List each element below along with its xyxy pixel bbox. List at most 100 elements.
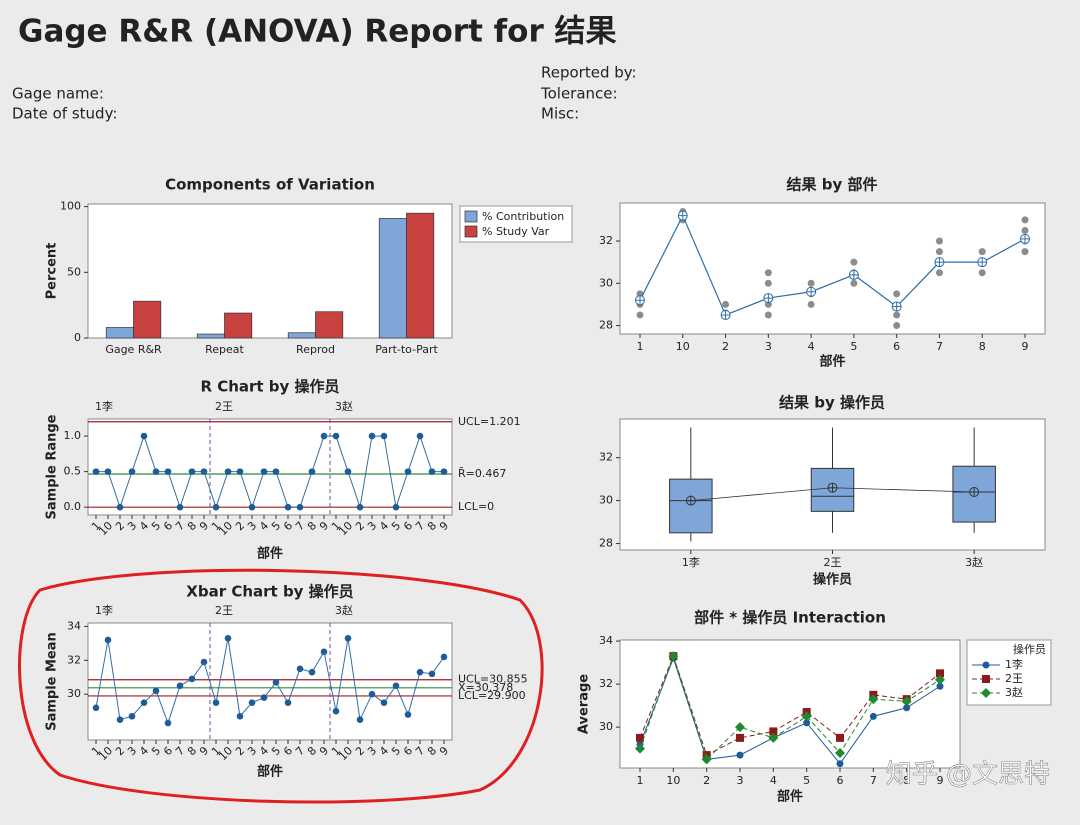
point (176, 682, 184, 690)
point (104, 468, 112, 475)
field: Tolerance: (540, 85, 618, 103)
point (368, 690, 376, 698)
bar (196, 333, 225, 339)
limit-label: UCL=1.201 (458, 415, 521, 428)
point (356, 503, 364, 511)
mean-cross (721, 310, 731, 320)
point (416, 668, 424, 676)
x-tick-label: 3 (737, 774, 744, 787)
highlight-ellipse (18, 568, 544, 804)
observation (1021, 226, 1029, 234)
field: Gage name: (12, 85, 104, 103)
plot-area (87, 622, 453, 741)
point (380, 699, 388, 706)
point (164, 468, 172, 475)
point (236, 712, 244, 720)
x-tick-label: 9 (937, 774, 944, 787)
point (224, 468, 232, 475)
x-tick-label: 10 (666, 774, 680, 787)
mean-cross (892, 302, 902, 312)
series-line (639, 654, 941, 761)
group-label: 1李 (95, 603, 113, 617)
x-axis-label: 操作员 (813, 572, 852, 588)
x-tick-label: Reprod (296, 343, 335, 356)
observation (850, 279, 858, 287)
series-line (96, 434, 204, 509)
legend-swatch (464, 225, 478, 238)
x-tick-label: 10 (676, 340, 690, 353)
mean-line (639, 214, 1026, 316)
series-line (215, 638, 325, 718)
point (392, 503, 400, 511)
group-label: 3赵 (335, 399, 353, 413)
legend (966, 639, 1052, 706)
x-tick-label: 3 (765, 340, 772, 353)
y-axis-label: Sample Range (45, 414, 60, 519)
y-tick-label: 100 (60, 200, 81, 213)
point (736, 733, 744, 742)
point (152, 468, 160, 475)
x-tick-label: 5 (803, 774, 810, 787)
series-line (335, 434, 444, 508)
point (735, 722, 745, 733)
connector (203, 471, 217, 508)
x-axis-label: 部件 (257, 764, 283, 780)
y-tick-label: 34 (599, 634, 613, 647)
point (188, 468, 196, 475)
y-axis-label: Average (577, 674, 592, 734)
point (935, 674, 945, 685)
limit-label: LCL=29.900 (458, 689, 526, 702)
point (936, 669, 944, 678)
chart-title: R Chart by 操作员 (200, 378, 339, 396)
mean-cross (635, 295, 645, 305)
legend-swatch (464, 210, 478, 223)
bar (105, 327, 134, 339)
point (140, 432, 148, 440)
box (669, 478, 713, 534)
field: Misc: (541, 105, 579, 123)
y-tick-label: 0.5 (64, 465, 82, 478)
point (296, 503, 304, 511)
bar (315, 311, 344, 339)
point (104, 636, 112, 644)
observation (636, 311, 644, 319)
point (188, 675, 196, 683)
observation (1021, 216, 1029, 224)
point (284, 503, 292, 511)
point (635, 743, 645, 754)
point (176, 503, 184, 511)
report-title: Gage R&R (ANOVA) Report for 结果 (18, 14, 617, 50)
point (296, 665, 304, 673)
chart-title: Xbar Chart by 操作员 (186, 583, 353, 601)
x-tick-label: 4 (770, 774, 777, 787)
x-axis-label: 部件 (257, 546, 283, 562)
point (768, 732, 779, 743)
x-axis-label: 部件 (819, 354, 845, 370)
observation (807, 300, 815, 308)
mean-cross (849, 270, 859, 280)
y-tick-label: 32 (599, 677, 613, 690)
point (152, 687, 160, 695)
point (835, 747, 845, 758)
observation (764, 311, 772, 319)
x-tick-label: 9 (1022, 340, 1029, 353)
x-tick-label: 4 (808, 340, 815, 353)
legend-title: 操作员 (1013, 642, 1046, 656)
point (248, 699, 256, 706)
point (404, 711, 412, 718)
x-tick-label: 7 (870, 774, 877, 787)
point (248, 503, 256, 511)
bar (287, 332, 316, 339)
point (164, 719, 172, 727)
mean-cross (686, 496, 696, 506)
series-line (639, 654, 941, 756)
point (701, 754, 712, 765)
x-tick-label: 1 (637, 774, 644, 787)
y-tick-label: 0 (74, 331, 81, 344)
point (344, 634, 352, 642)
y-tick-label: 30 (599, 494, 613, 507)
point (440, 653, 448, 661)
plot-area (619, 202, 1046, 335)
bar (133, 300, 162, 339)
point (332, 432, 340, 440)
